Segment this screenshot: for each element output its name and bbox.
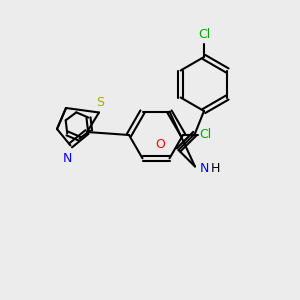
- Text: N: N: [63, 152, 72, 164]
- Text: S: S: [97, 96, 104, 109]
- Text: H: H: [211, 162, 220, 176]
- Text: O: O: [156, 137, 165, 151]
- Text: Cl: Cl: [198, 28, 210, 40]
- Text: Cl: Cl: [200, 128, 212, 142]
- Text: N: N: [200, 161, 209, 175]
